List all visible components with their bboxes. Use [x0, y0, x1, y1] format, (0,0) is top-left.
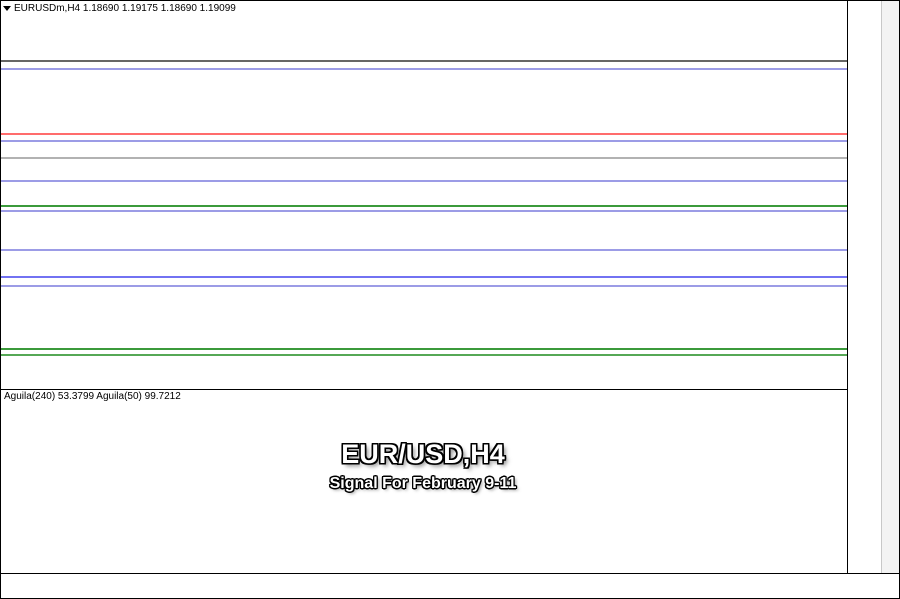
indicator-readout: Aguila(240) 53.3799 Aguila(50) 99.7212 — [4, 391, 181, 402]
indicator-pane[interactable] — [1, 389, 847, 573]
chart-menu-caret-icon[interactable] — [3, 5, 11, 11]
watermark-title: EUR/USD,H4 — [341, 439, 505, 469]
price-chart-pane[interactable] — [1, 1, 847, 389]
watermark-subtitle: Signal For February 9-11 — [329, 475, 517, 492]
time-axis[interactable] — [1, 573, 899, 598]
symbol-quote-bar: EURUSDm,H4 1.18690 1.19175 1.18690 1.190… — [3, 3, 236, 14]
price-chart-svg — [1, 60, 847, 356]
axis-scroll-gutter[interactable] — [881, 1, 899, 573]
symbol-quote-text: EURUSDm,H4 1.18690 1.19175 1.18690 1.190… — [14, 3, 236, 14]
